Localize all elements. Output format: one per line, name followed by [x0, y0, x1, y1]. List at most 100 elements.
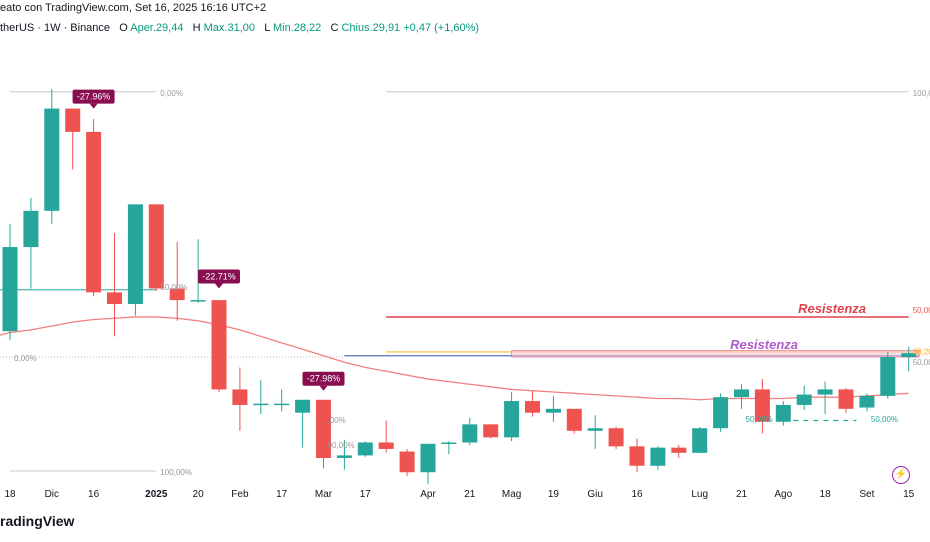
tradingview-logo: radingView [0, 513, 75, 529]
fib-percent-label: 50,00% [913, 358, 930, 367]
x-axis-tick-label: 16 [631, 489, 643, 500]
x-axis-tick-label: 21 [736, 489, 748, 500]
candle-body [336, 455, 352, 458]
x-axis-tick-label: Giu [587, 489, 603, 500]
candle-body [253, 403, 269, 406]
candle-body [399, 451, 415, 473]
x-axis-tick-label: 19 [548, 489, 560, 500]
candle-body [23, 210, 39, 248]
candle-body [650, 447, 666, 466]
callout-pointer [89, 103, 98, 109]
candle-body [713, 397, 729, 429]
candle-body [420, 443, 436, 473]
candle-body [671, 447, 687, 453]
candle-body [232, 389, 248, 405]
x-axis-tick-label: 16 [88, 489, 100, 500]
drawdown-callout-label: -22.71% [202, 271, 236, 281]
candle-body [796, 394, 812, 405]
candle-body [566, 408, 582, 431]
x-axis-tick-label: 21 [464, 489, 476, 500]
candle-body [2, 247, 18, 332]
x-axis-tick-label: 20 [193, 489, 205, 500]
low-value: Min.28,22 [272, 22, 322, 34]
candle-body [692, 428, 708, 453]
candle-body [86, 131, 102, 293]
fib-percent-label: 50,00% [160, 283, 187, 292]
candle-body [65, 108, 81, 132]
fib-percent-label: 0,00% [160, 89, 183, 98]
candle-body [754, 389, 770, 422]
fib-percent-label: 00,00% [328, 441, 355, 450]
fib-percent-label: 0,00% [14, 354, 37, 363]
candle-body [127, 204, 143, 304]
x-axis-tick-label: 17 [276, 489, 288, 500]
candle-body [148, 204, 164, 289]
open-value: Aper.29,44 [130, 22, 184, 34]
x-axis-tick-label: 15 [903, 489, 915, 500]
candle-body [190, 300, 206, 302]
high-value: Max.31,00 [203, 22, 256, 34]
x-axis-tick-label: Dic [45, 489, 59, 500]
x-axis-tick-label: Mag [502, 489, 521, 500]
candle-body [525, 401, 540, 413]
x-axis-tick-label: 17 [360, 489, 372, 500]
lightning-icon[interactable]: ⚡ [892, 466, 910, 484]
candle-body [295, 399, 311, 413]
resistance-label: Resistenza [730, 337, 798, 352]
ohlc-legend: therUS · 1W · Binance O Aper.29,44 H Max… [0, 22, 479, 34]
candle-body [608, 428, 624, 447]
x-axis-tick-label: 2025 [145, 489, 168, 500]
drawdown-callout [198, 269, 240, 284]
candle-body [316, 399, 331, 458]
candle-body [211, 300, 227, 390]
x-axis-tick-label: Set [859, 489, 874, 500]
moving-average-line [0, 316, 909, 401]
close-value: Chius.29,91 [341, 22, 401, 34]
candle-body [357, 442, 373, 456]
candle-body [734, 389, 749, 398]
candle-body [629, 446, 645, 466]
candle-body [44, 108, 60, 211]
drawdown-callout [72, 89, 115, 104]
candle-body [775, 404, 791, 422]
candle-body [901, 353, 917, 358]
x-axis-tick-label: Ago [774, 489, 792, 500]
chart-header: eato con TradingView.com, Set 16, 2025 1… [0, 2, 266, 14]
low-label: L [264, 22, 270, 34]
change-value: +0,47 (+1,60%) [403, 22, 480, 34]
drawdown-callout-label: -27.98% [307, 374, 341, 384]
candle-body [817, 389, 833, 395]
x-axis-tick-label: 18 [820, 489, 832, 500]
fib-percent-label: 50,00% [746, 415, 773, 424]
x-axis-tick-label: 18 [4, 489, 16, 500]
close-label: C [330, 22, 339, 34]
fib-percent-label: 50,00% [913, 306, 930, 315]
x-axis-tick-label: Mar [315, 489, 333, 500]
open-label: O [119, 22, 128, 34]
candle-body [462, 424, 478, 443]
drawdown-callout [302, 371, 345, 386]
x-axis-tick-label: Lug [691, 489, 708, 500]
candle-body [859, 395, 875, 408]
candle-body [441, 442, 457, 444]
fib-percent-label: ,00% [328, 416, 346, 425]
fib-percent-label: 50,00% [871, 415, 898, 424]
created-with-text: eato con TradingView.com, Set 16, 2025 1… [0, 2, 267, 14]
fib-percent-label: 100,00% [160, 468, 192, 477]
candle-body [483, 424, 499, 438]
candle-body [107, 292, 122, 304]
x-axis-tick-label: Feb [231, 489, 249, 500]
candle-body [838, 389, 854, 409]
candle-body [880, 357, 896, 396]
candle-body [169, 288, 185, 301]
fib-percent-label: 38,20% [913, 348, 930, 357]
drawdown-callout-label: -27.96% [77, 92, 111, 102]
callout-pointer [215, 283, 223, 289]
fib-percent-label: 100,00% [913, 89, 930, 98]
candle-body [587, 428, 603, 431]
resistance-zone [511, 350, 920, 358]
candle-body [545, 408, 561, 413]
candle-body [378, 442, 394, 449]
candle-body [504, 401, 520, 438]
